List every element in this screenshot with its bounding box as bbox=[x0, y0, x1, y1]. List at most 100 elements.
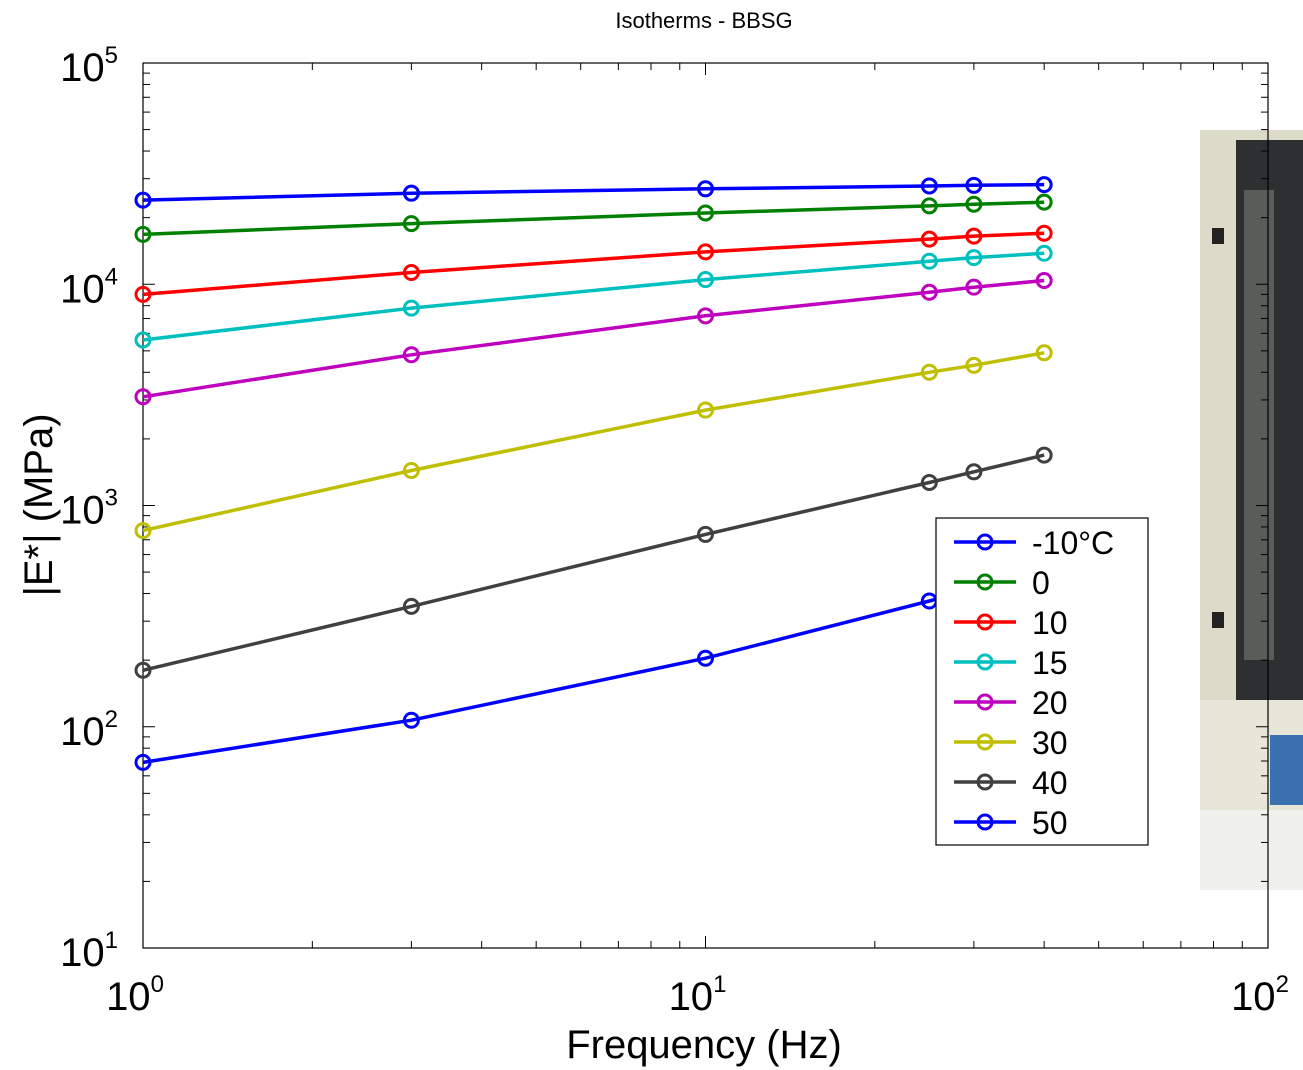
y-tick-label: 102 bbox=[60, 706, 118, 754]
data-point bbox=[965, 227, 983, 245]
data-point bbox=[134, 753, 152, 771]
y-tick-label: 105 bbox=[60, 42, 118, 90]
series-1 bbox=[134, 193, 1053, 243]
legend-entry: 30 bbox=[954, 725, 1068, 761]
data-point bbox=[402, 461, 420, 479]
series-5 bbox=[134, 344, 1053, 540]
data-point bbox=[402, 264, 420, 282]
y-axis-label: |E*| (MPa) bbox=[17, 413, 61, 596]
data-point bbox=[920, 230, 938, 248]
legend-entry: 40 bbox=[954, 765, 1068, 801]
data-point bbox=[920, 474, 938, 492]
series-line bbox=[142, 251, 1045, 342]
legend-label: 15 bbox=[1032, 645, 1068, 681]
data-point bbox=[134, 191, 152, 209]
data-point bbox=[402, 299, 420, 317]
series-line bbox=[142, 278, 1045, 399]
data-point bbox=[134, 661, 152, 679]
data-point bbox=[134, 388, 152, 406]
legend-label: 50 bbox=[1032, 805, 1068, 841]
legend-entry: 15 bbox=[954, 645, 1068, 681]
legend-marker bbox=[976, 733, 994, 751]
series-line bbox=[142, 200, 1045, 237]
legend-label: 10 bbox=[1032, 605, 1068, 641]
data-point bbox=[134, 331, 152, 349]
legend-marker bbox=[976, 693, 994, 711]
data-point bbox=[920, 283, 938, 301]
legend-label: -10°C bbox=[1032, 525, 1114, 561]
legend-entry: 10 bbox=[954, 605, 1068, 641]
legend-label: 30 bbox=[1032, 725, 1068, 761]
data-point bbox=[1035, 271, 1053, 289]
data-point bbox=[920, 177, 938, 195]
legend-label: 0 bbox=[1032, 565, 1050, 601]
legend-label: 40 bbox=[1032, 765, 1068, 801]
data-point bbox=[402, 597, 420, 615]
data-point bbox=[1035, 193, 1053, 211]
x-tick-label: 101 bbox=[669, 971, 727, 1019]
series-line bbox=[142, 574, 1045, 765]
x-tick-label: 102 bbox=[1231, 971, 1289, 1019]
legend-label: 20 bbox=[1032, 685, 1068, 721]
legend-marker bbox=[976, 813, 994, 831]
data-point bbox=[697, 401, 714, 419]
legend-entry: 20 bbox=[954, 685, 1068, 721]
data-point bbox=[1035, 344, 1053, 362]
data-point bbox=[697, 525, 714, 543]
data-point bbox=[1035, 446, 1053, 464]
legend-marker bbox=[976, 613, 994, 631]
x-tick-label: 100 bbox=[106, 971, 164, 1019]
data-point bbox=[965, 278, 983, 296]
data-point bbox=[920, 197, 938, 215]
data-point bbox=[402, 711, 420, 729]
legend-marker bbox=[976, 653, 994, 671]
series-6 bbox=[134, 446, 1053, 679]
data-point bbox=[697, 307, 714, 325]
data-point bbox=[134, 285, 152, 303]
data-point bbox=[402, 215, 420, 233]
chart-title: Isotherms - BBSG bbox=[615, 8, 792, 33]
series-line bbox=[142, 182, 1045, 202]
x-axis-label: Frequency (Hz) bbox=[566, 1023, 842, 1067]
data-point bbox=[965, 463, 983, 481]
legend-marker bbox=[976, 533, 994, 551]
series-line bbox=[142, 351, 1045, 533]
legend-box bbox=[935, 517, 1149, 846]
data-point bbox=[697, 649, 714, 667]
legend: -10°C 0 10 15 20 30 40 50 bbox=[935, 517, 1149, 846]
data-point bbox=[134, 522, 152, 540]
data-point bbox=[1035, 224, 1053, 242]
background-photo-image bbox=[1200, 130, 1303, 890]
y-tick-label: 101 bbox=[60, 927, 118, 975]
series-0 bbox=[134, 176, 1053, 209]
data-point bbox=[134, 225, 152, 243]
data-point bbox=[965, 356, 983, 374]
legend-entry: 50 bbox=[954, 805, 1068, 841]
legend-entry: 0 bbox=[954, 565, 1050, 601]
data-point bbox=[697, 243, 714, 261]
series-4 bbox=[134, 271, 1053, 406]
data-point bbox=[965, 249, 983, 267]
data-point bbox=[1035, 244, 1053, 262]
data-point bbox=[965, 195, 983, 213]
data-point bbox=[1035, 176, 1053, 194]
data-point bbox=[965, 176, 983, 194]
series-2 bbox=[134, 224, 1053, 303]
data-point bbox=[920, 252, 938, 270]
legend-entry: -10°C bbox=[954, 525, 1114, 561]
legend-marker bbox=[976, 773, 994, 791]
series-line bbox=[142, 231, 1045, 297]
data-point bbox=[402, 184, 420, 202]
series-line bbox=[142, 453, 1045, 673]
legend-marker bbox=[976, 573, 994, 591]
data-point bbox=[697, 180, 714, 198]
data-point bbox=[697, 271, 714, 289]
data-point bbox=[920, 363, 938, 381]
data-point bbox=[697, 204, 714, 222]
series-7 bbox=[134, 567, 1053, 771]
y-tick-label: 104 bbox=[60, 263, 118, 311]
y-tick-label: 103 bbox=[60, 485, 118, 533]
data-point bbox=[402, 346, 420, 364]
series-3 bbox=[134, 244, 1053, 349]
